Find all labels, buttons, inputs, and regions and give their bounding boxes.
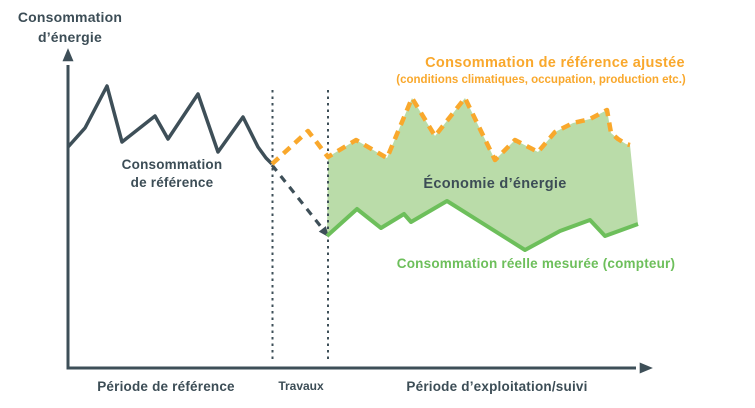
x-axis-period-reference-label: Période de référence [97,379,235,394]
reference-consumption-label-line1: Consommation [122,157,223,172]
x-axis-period-monitoring-label: Période d’exploitation/suivi [406,379,587,394]
axes-layer [62,48,653,374]
x-axis-works-label: Travaux [278,379,324,393]
y-axis-title-line1: Consommation [18,9,122,25]
savings-area-layer [327,98,638,250]
adjusted-reference-title: Consommation de référence ajustée [425,55,685,71]
adjusted-reference-subtitle: (conditions climatiques, occupation, pro… [396,74,686,86]
measured-consumption-label: Consommation réelle mesurée (compteur) [397,256,675,271]
reference-projection-works-line [270,164,324,229]
works-dividers-layer [271,90,329,363]
adjusted-reference-line [270,95,631,166]
reference-consumption-line [66,84,274,166]
y-axis-arrowhead [62,48,74,62]
reference-consumption-label-line2: de référence [131,175,214,190]
labels-layer: Consommation d’énergie Consommation de r… [18,9,686,394]
x-axis-arrowhead [639,362,653,374]
y-axis-title-line2: d’énergie [38,29,102,45]
energy-savings-label: Économie d’énergie [423,175,566,192]
measured-consumption-line [325,199,639,252]
series-layer [66,84,639,252]
energy-savings-area [327,98,638,250]
